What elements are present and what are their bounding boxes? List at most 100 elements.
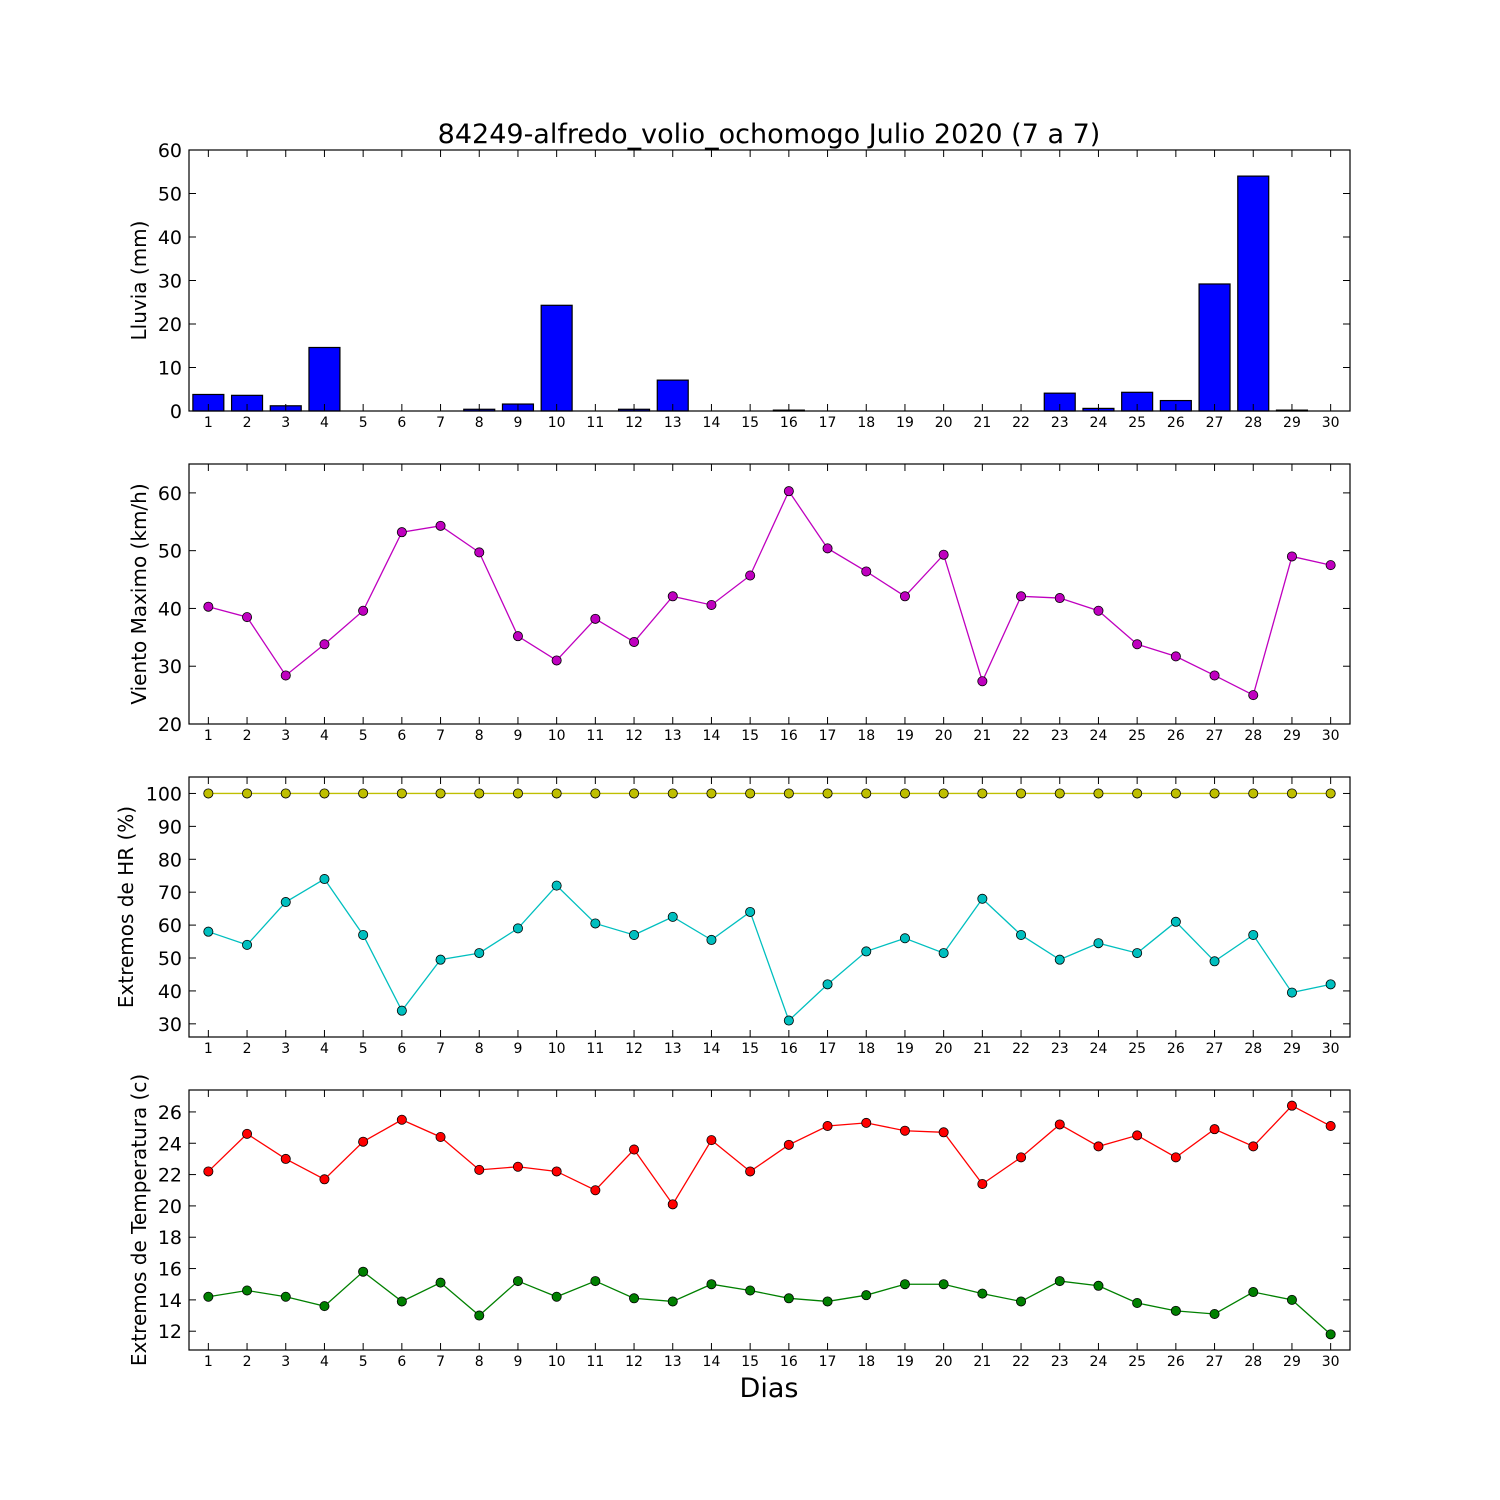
x-tick-label: 28	[1244, 415, 1262, 431]
x-tick-label: 4	[320, 1354, 329, 1370]
series-1-point-day-19	[900, 1126, 909, 1135]
series-1-point-day-27	[1210, 1125, 1219, 1134]
series-2-point-day-18	[862, 947, 871, 956]
y-tick-label: 60	[158, 140, 182, 162]
series-2-point-day-12	[629, 930, 638, 939]
series-2-point-day-26	[1171, 1306, 1180, 1315]
x-tick-label: 18	[857, 1041, 875, 1057]
y-tick-label: 22	[158, 1165, 182, 1187]
series-1-point-day-15	[746, 571, 755, 580]
y-tick-label: 20	[158, 314, 182, 336]
series-1-point-day-23	[1055, 593, 1064, 602]
x-tick-label: 18	[857, 415, 875, 431]
series-1-point-day-18	[862, 789, 871, 798]
series-2-point-day-29	[1287, 988, 1296, 997]
series-2-point-day-8	[475, 1311, 484, 1320]
x-tick-label: 16	[780, 728, 798, 744]
series-1-point-day-17	[823, 544, 832, 553]
series-2-point-day-6	[397, 1297, 406, 1306]
x-tick-label: 12	[625, 415, 643, 431]
x-tick-label: 19	[896, 728, 914, 744]
y-tick-label: 40	[158, 227, 182, 249]
y-tick-label: 90	[158, 816, 182, 838]
x-tick-label: 19	[896, 415, 914, 431]
series-1-point-day-12	[629, 789, 638, 798]
x-tick-label: 1	[204, 1354, 213, 1370]
x-tick-label: 29	[1283, 1354, 1301, 1370]
series-1-point-day-6	[397, 1115, 406, 1124]
x-tick-label: 14	[703, 728, 721, 744]
x-tick-label: 26	[1167, 415, 1185, 431]
x-tick-label: 12	[625, 1041, 643, 1057]
x-tick-label: 7	[436, 1354, 445, 1370]
x-tick-label: 9	[513, 415, 522, 431]
series-2-point-day-13	[668, 1297, 677, 1306]
y-tick-label: 30	[158, 1014, 182, 1036]
series-2-point-day-11	[591, 919, 600, 928]
series-1-point-day-9	[513, 789, 522, 798]
series-1-point-day-17	[823, 789, 832, 798]
x-tick-label: 25	[1128, 415, 1146, 431]
x-tick-label: 11	[586, 415, 604, 431]
series-1-point-day-16	[784, 487, 793, 496]
x-tick-label: 5	[359, 1354, 368, 1370]
y-tick-label: 70	[158, 882, 182, 904]
y-tick-label: 50	[158, 184, 182, 206]
x-tick-label: 9	[513, 1354, 522, 1370]
x-tick-label: 20	[935, 1041, 953, 1057]
x-tick-label: 19	[896, 1041, 914, 1057]
series-2-point-day-2	[242, 940, 251, 949]
series-2-point-day-20	[939, 948, 948, 957]
series-2-point-day-1	[204, 1292, 213, 1301]
series-1-point-day-5	[359, 606, 368, 615]
x-tick-label: 24	[1090, 1041, 1108, 1057]
x-tick-label: 7	[436, 1041, 445, 1057]
series-1-point-day-1	[204, 789, 213, 798]
x-tick-label: 13	[664, 728, 682, 744]
series-2-point-day-11	[591, 1276, 600, 1285]
series-2-point-day-9	[513, 924, 522, 933]
rain-bar-day-28	[1238, 176, 1269, 411]
x-tick-label: 7	[436, 728, 445, 744]
x-tick-label: 10	[548, 728, 566, 744]
series-1-point-day-8	[475, 548, 484, 557]
series-2-point-day-21	[978, 1289, 987, 1298]
series-1-point-day-7	[436, 1132, 445, 1141]
x-tick-label: 13	[664, 415, 682, 431]
series-1-point-day-9	[513, 632, 522, 641]
x-tick-label: 16	[780, 415, 798, 431]
axes-frame	[189, 150, 1350, 411]
x-tick-label: 25	[1128, 1354, 1146, 1370]
x-tick-label: 1	[204, 728, 213, 744]
series-2-point-day-23	[1055, 1276, 1064, 1285]
x-tick-label: 10	[548, 1041, 566, 1057]
x-tick-label: 20	[935, 415, 953, 431]
series-1-point-day-9	[513, 1162, 522, 1171]
series-2-point-day-29	[1287, 1295, 1296, 1304]
series-2-point-day-5	[359, 1267, 368, 1276]
x-tick-label: 28	[1244, 1041, 1262, 1057]
x-tick-label: 20	[935, 728, 953, 744]
axes-frame	[189, 777, 1350, 1037]
x-tick-label: 10	[548, 1354, 566, 1370]
series-1-point-day-4	[320, 789, 329, 798]
series-2-point-day-18	[862, 1291, 871, 1300]
series-1-point-day-21	[978, 789, 987, 798]
series-2-point-day-25	[1133, 948, 1142, 957]
x-tick-label: 8	[475, 1041, 484, 1057]
series-1-point-day-30	[1326, 789, 1335, 798]
y-tick-label: 20	[158, 1196, 182, 1218]
series-1-point-day-12	[629, 1145, 638, 1154]
x-tick-label: 25	[1128, 728, 1146, 744]
series-1-point-day-26	[1171, 789, 1180, 798]
series-1-point-day-4	[320, 640, 329, 649]
series-1-point-day-21	[978, 677, 987, 686]
series-1-point-day-10	[552, 789, 561, 798]
x-tick-label: 2	[243, 1041, 252, 1057]
series-2-point-day-27	[1210, 1309, 1219, 1318]
series-2-point-day-12	[629, 1294, 638, 1303]
series-1-point-day-24	[1094, 606, 1103, 615]
